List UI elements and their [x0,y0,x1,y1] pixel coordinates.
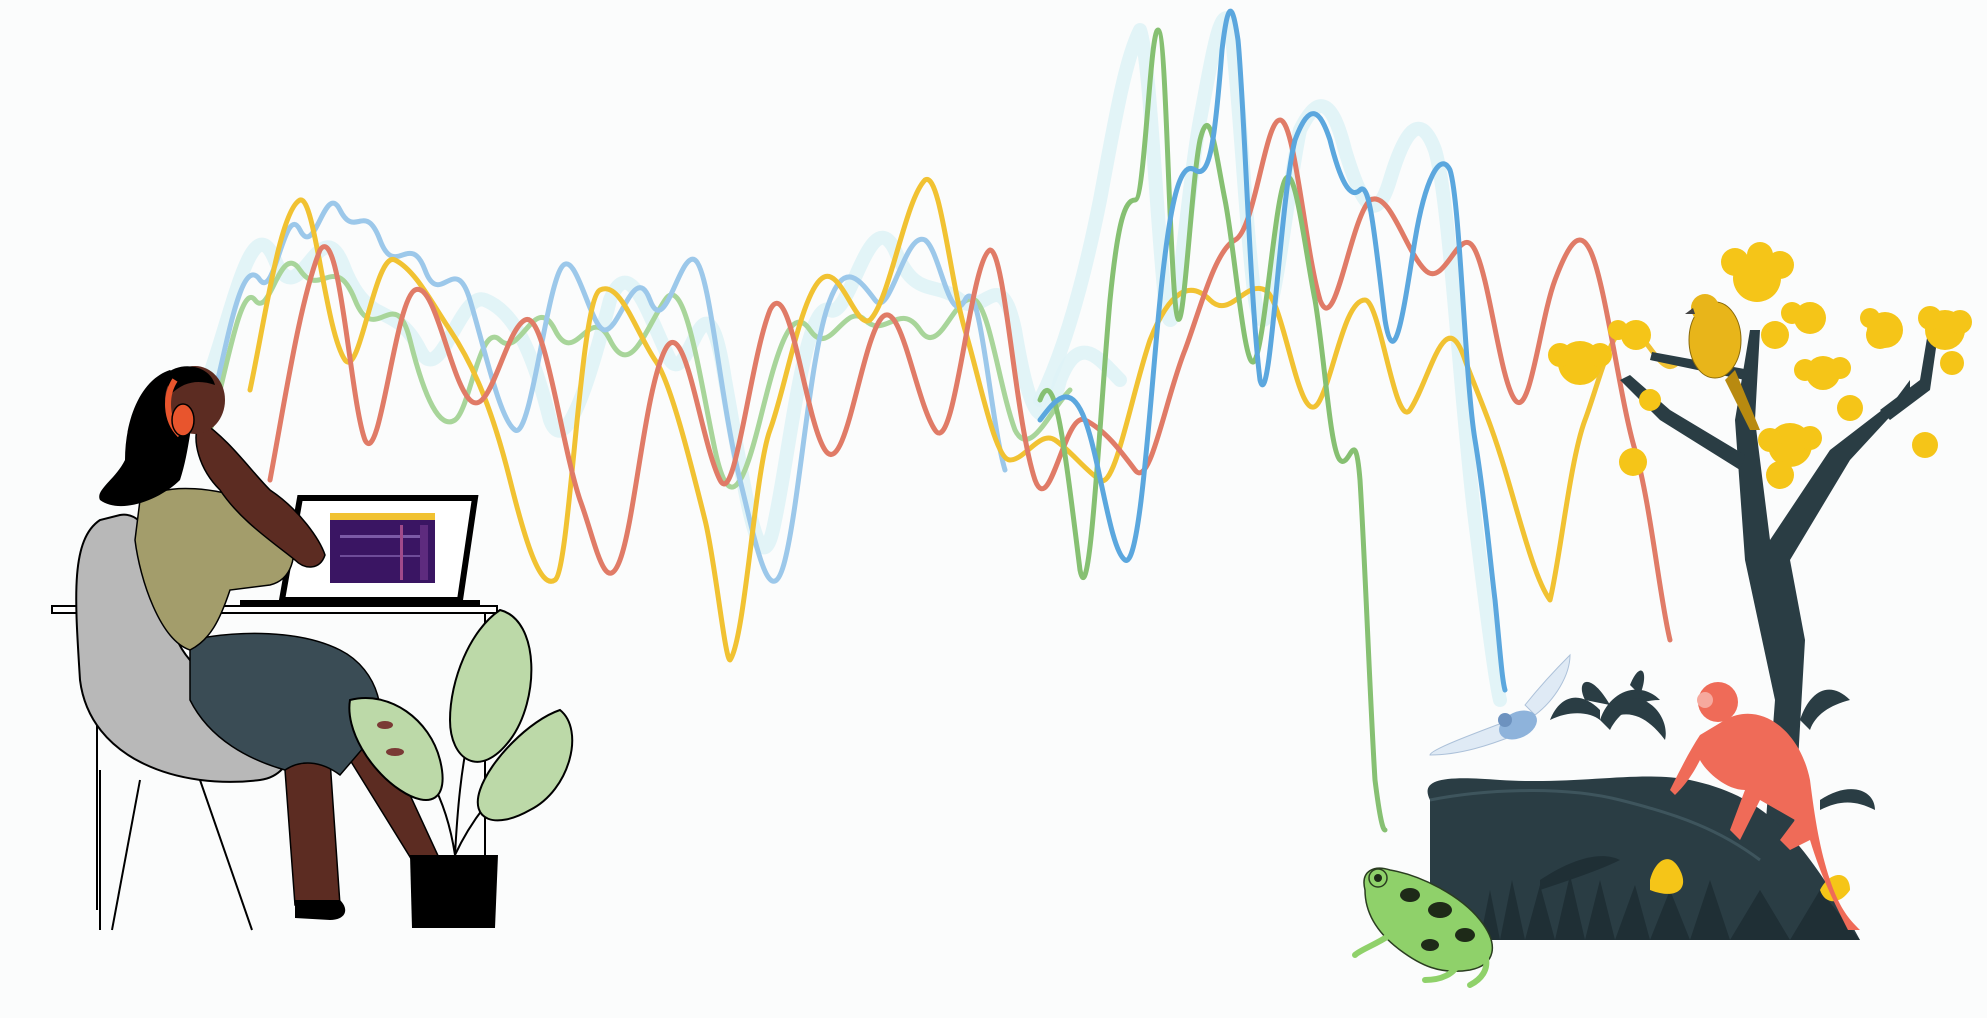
headphones-icon [165,378,195,438]
laptop-icon [240,495,480,607]
wave-yellow [247,177,1683,663]
sound-waves [193,8,1683,833]
wave-red [267,117,1673,643]
wave-light-blue [207,200,1008,584]
jungle-foliage-icon [1427,670,1875,940]
flower-clusters [1548,242,1972,489]
person-shirt [134,487,295,651]
potted-plant-icon [348,608,574,928]
wave-blue [1037,8,1508,693]
wave-light-green [202,260,1073,490]
desk-scene [51,366,574,931]
person-arm [195,418,326,568]
monkey-icon [1670,682,1860,930]
jungle-scene [1352,242,1972,988]
frog-icon [1352,867,1494,988]
bird-icon [1685,294,1760,430]
cicada-icon [1429,653,1571,756]
spectrogram-icon [330,513,435,583]
